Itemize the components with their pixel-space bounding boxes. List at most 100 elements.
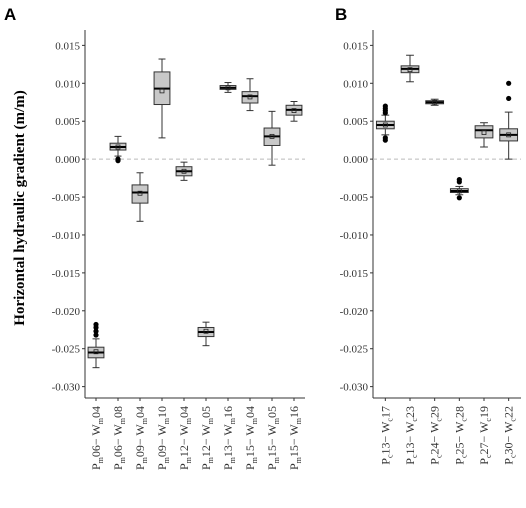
x-tick-label: Pm15− Wm16	[287, 406, 303, 470]
x-tick-subscript: m	[140, 456, 149, 463]
x-tick-subscript: c	[385, 454, 394, 458]
x-tick-text: 05	[265, 406, 279, 418]
x-tick-text: 13− W	[403, 421, 417, 455]
x-tick-subscript: c	[484, 418, 493, 422]
x-tick-subscript: c	[484, 454, 493, 458]
y-tick-label: -0.015	[340, 268, 369, 280]
x-tick-text: P	[221, 463, 235, 470]
x-tick-subscript: c	[385, 418, 394, 422]
x-tick-subscript: m	[228, 456, 237, 463]
y-tick-label: -0.005	[340, 192, 369, 204]
box-5	[175, 161, 193, 181]
y-tick-label: 0.000	[55, 154, 80, 166]
y-tick-label: -0.025	[52, 344, 81, 356]
x-tick-text: 12− W	[177, 424, 191, 458]
panel-label: A	[4, 5, 16, 24]
x-tick-subscript: c	[435, 454, 444, 458]
x-tick-text: 23	[403, 406, 417, 418]
x-tick-text: 16	[221, 406, 235, 418]
box-iqr	[241, 91, 259, 104]
x-tick-text: P	[155, 463, 169, 470]
x-tick-subscript: m	[162, 456, 171, 463]
outlier-point	[93, 328, 99, 334]
box-4	[449, 177, 469, 201]
x-tick-subscript: m	[96, 417, 105, 424]
x-tick-label: Pm12− Wm05	[199, 406, 215, 470]
x-tick-text: 28	[452, 406, 466, 418]
x-tick-text: 25− W	[452, 421, 466, 455]
x-tick-text: P	[133, 463, 147, 470]
y-tick-label: 0.000	[343, 154, 368, 166]
x-tick-text: 05	[199, 406, 213, 418]
y-tick-label: 0.015	[343, 40, 368, 52]
x-tick-label: Pm15− Wm05	[265, 406, 281, 470]
box-2	[109, 135, 127, 164]
x-tick-label: Pm06− Wm08	[111, 406, 127, 470]
x-tick-subscript: c	[509, 418, 518, 422]
x-tick-label: Pm13− Wm16	[221, 406, 237, 470]
x-tick-text: 24− W	[428, 421, 442, 455]
x-tick-subscript: m	[184, 456, 193, 463]
x-tick-text: P	[243, 463, 257, 470]
x-tick-text: 04	[133, 406, 147, 418]
outlier-point	[456, 177, 462, 183]
outlier-point	[115, 158, 121, 164]
x-tick-text: P	[265, 463, 279, 470]
x-tick-text: P	[287, 463, 301, 470]
y-tick-label: 0.005	[343, 116, 368, 128]
box-4	[153, 58, 171, 139]
x-tick-text: 08	[111, 406, 125, 418]
box-9	[263, 110, 281, 166]
box-5	[474, 122, 494, 148]
box-1	[375, 103, 395, 143]
x-tick-text: P	[403, 458, 417, 465]
x-tick-subscript: m	[250, 417, 259, 424]
mean-marker	[247, 94, 253, 100]
box-2	[400, 54, 420, 83]
x-tick-text: 15− W	[243, 424, 257, 458]
x-tick-label: Pc27− Wc19	[477, 406, 493, 465]
x-tick-text: 27− W	[477, 421, 491, 455]
y-tick-label: -0.015	[52, 268, 81, 280]
mean-marker	[93, 349, 99, 355]
x-tick-label: Pc30− Wc22	[502, 406, 518, 465]
x-tick-text: P	[89, 463, 103, 470]
y-tick-label: 0.005	[55, 116, 80, 128]
mean-marker	[291, 108, 297, 113]
x-tick-subscript: m	[118, 417, 127, 424]
y-tick-label: -0.010	[52, 230, 81, 242]
box-7	[219, 82, 237, 93]
box-1	[87, 321, 105, 369]
x-tick-text: 30− W	[502, 421, 516, 455]
x-tick-subscript: m	[162, 417, 171, 424]
outlier-point	[506, 80, 512, 86]
x-tick-text: 04	[89, 406, 103, 418]
mean-marker	[506, 132, 512, 138]
y-tick-label: -0.020	[340, 306, 369, 318]
outlier-point	[382, 103, 388, 109]
y-tick-label: 0.010	[55, 78, 80, 90]
mean-marker	[115, 144, 121, 150]
outlier-point	[382, 135, 388, 141]
box-10	[285, 100, 303, 122]
mean-marker	[269, 133, 275, 139]
x-tick-text: P	[452, 458, 466, 465]
x-tick-label: Pc13− Wc17	[378, 406, 394, 465]
box-iqr	[131, 184, 149, 204]
mean-marker	[432, 99, 438, 105]
x-tick-subscript: m	[250, 456, 259, 463]
mean-marker	[407, 67, 413, 73]
x-tick-text: 17	[378, 406, 392, 418]
x-tick-text: 09− W	[155, 424, 169, 458]
x-tick-subscript: c	[459, 454, 468, 458]
x-tick-label: Pm09− Wm10	[155, 406, 171, 470]
box-6	[197, 321, 215, 347]
outlier-point	[93, 324, 99, 331]
x-tick-text: 19	[477, 406, 491, 418]
y-tick-label: -0.030	[340, 382, 369, 394]
panel-label: B	[335, 5, 347, 24]
x-tick-subscript: c	[459, 418, 468, 422]
x-tick-subscript: c	[435, 418, 444, 422]
mean-marker	[203, 328, 209, 334]
